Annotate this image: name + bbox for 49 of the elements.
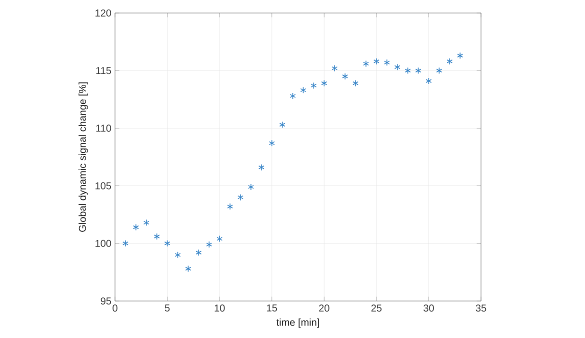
point	[300, 86, 306, 94]
point	[426, 78, 432, 84]
point	[384, 59, 390, 66]
x-axis-title: time [min]	[276, 318, 319, 328]
point	[436, 67, 442, 74]
y-axis-title: Global dynamic signal change [%]	[78, 82, 88, 232]
x-tick-label: 10	[214, 304, 225, 312]
y-tick-label: 95	[100, 297, 112, 305]
point	[237, 194, 244, 201]
point	[279, 121, 286, 128]
y-tick-label: 105	[96, 182, 112, 190]
x-tick-label: 0	[112, 304, 118, 312]
x-tick-label: 20	[319, 304, 330, 312]
point	[404, 67, 411, 74]
point	[342, 72, 348, 80]
point	[227, 203, 234, 210]
point	[362, 60, 369, 68]
point	[154, 233, 160, 240]
point	[132, 224, 139, 231]
point	[415, 67, 422, 74]
x-tick-label: 35	[476, 304, 486, 312]
point	[216, 235, 223, 242]
point	[310, 82, 317, 89]
x-tick-label: 25	[371, 304, 382, 312]
point	[321, 80, 328, 87]
point	[268, 140, 275, 147]
point	[206, 241, 212, 248]
y-tick-label: 110	[96, 124, 112, 132]
x-tick-label: 5	[164, 304, 170, 312]
point	[373, 58, 380, 65]
point	[352, 80, 359, 87]
point	[457, 52, 464, 60]
point	[290, 92, 296, 100]
x-tick-label: 15	[267, 304, 277, 312]
point	[332, 64, 338, 72]
point	[258, 164, 264, 171]
point	[164, 240, 170, 247]
point	[196, 249, 202, 256]
x-tick-label: 30	[424, 304, 434, 312]
y-tick-label: 115	[96, 67, 112, 74]
point	[174, 252, 181, 258]
y-tick-label: 120	[96, 9, 112, 17]
point	[446, 58, 453, 65]
point	[122, 240, 128, 247]
point	[143, 219, 150, 226]
point	[394, 64, 400, 71]
point	[248, 184, 254, 190]
point	[185, 265, 192, 272]
y-tick-label: 100	[96, 240, 112, 247]
